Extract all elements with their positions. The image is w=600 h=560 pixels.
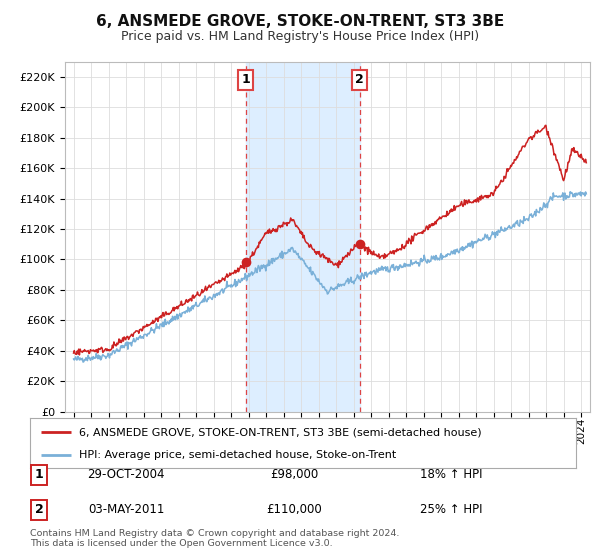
- Text: 2: 2: [35, 503, 43, 516]
- Text: 29-OCT-2004: 29-OCT-2004: [87, 468, 165, 482]
- Text: £110,000: £110,000: [266, 503, 322, 516]
- Text: Contains HM Land Registry data © Crown copyright and database right 2024.: Contains HM Land Registry data © Crown c…: [30, 529, 400, 538]
- Text: 6, ANSMEDE GROVE, STOKE-ON-TRENT, ST3 3BE (semi-detached house): 6, ANSMEDE GROVE, STOKE-ON-TRENT, ST3 3B…: [79, 427, 482, 437]
- Text: 25% ↑ HPI: 25% ↑ HPI: [420, 503, 482, 516]
- Text: £98,000: £98,000: [270, 468, 318, 482]
- Text: 1: 1: [241, 73, 250, 86]
- Text: 03-MAY-2011: 03-MAY-2011: [88, 503, 164, 516]
- Text: 1: 1: [35, 468, 43, 482]
- Bar: [245, 62, 359, 412]
- Text: HPI: Average price, semi-detached house, Stoke-on-Trent: HPI: Average price, semi-detached house,…: [79, 450, 397, 460]
- Text: 18% ↑ HPI: 18% ↑ HPI: [420, 468, 482, 482]
- Text: 2: 2: [355, 73, 364, 86]
- Text: This data is licensed under the Open Government Licence v3.0.: This data is licensed under the Open Gov…: [30, 539, 332, 548]
- Text: 6, ANSMEDE GROVE, STOKE-ON-TRENT, ST3 3BE: 6, ANSMEDE GROVE, STOKE-ON-TRENT, ST3 3B…: [96, 14, 504, 29]
- Text: Price paid vs. HM Land Registry's House Price Index (HPI): Price paid vs. HM Land Registry's House …: [121, 30, 479, 43]
